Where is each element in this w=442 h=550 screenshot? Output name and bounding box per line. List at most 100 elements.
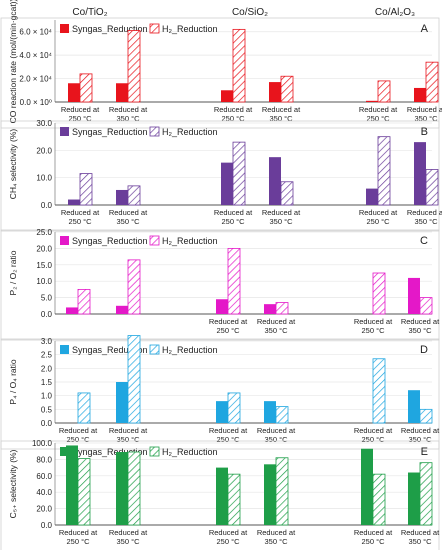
panel-E: 0.0 20.0 40.0 60.0 80.0 100.0 C₅₊ selectivity … bbox=[0, 439, 440, 550]
bar-h2 bbox=[127, 335, 141, 424]
x-tick-label: Reduced at 350 °C bbox=[401, 426, 440, 444]
y-tick-label: 20.0 bbox=[36, 244, 52, 253]
y-tick-label: 100.0 bbox=[32, 439, 53, 448]
legend-swatch-syngas bbox=[60, 127, 69, 136]
y-tick-label: 40.0 bbox=[36, 488, 52, 497]
y-tick-label: 15.0 bbox=[36, 261, 52, 270]
bar-syngas bbox=[216, 401, 228, 423]
bar-h2 bbox=[419, 297, 433, 315]
bar-syngas bbox=[116, 305, 128, 314]
bar-h2 bbox=[127, 259, 141, 315]
x-tick-label: Reduced at 250 °C bbox=[209, 317, 248, 335]
y-tick-label: 1.0 bbox=[41, 392, 53, 401]
y-tick-label: 3.0 bbox=[41, 337, 53, 346]
y-tick-label: 0.0 bbox=[41, 419, 53, 428]
legend-label-h2: H₂_Reduction bbox=[162, 127, 218, 137]
bar-syngas bbox=[408, 277, 420, 314]
bar-syngas bbox=[116, 83, 128, 102]
bar-h2 bbox=[280, 181, 294, 206]
bar-h2 bbox=[227, 473, 241, 526]
panel-letter: C bbox=[420, 235, 428, 247]
legend-label-syngas: Syngas_Reduction bbox=[72, 127, 148, 137]
y-tick-label: 5.0 bbox=[41, 294, 53, 303]
bar-h2 bbox=[127, 30, 141, 103]
legend-swatch-syngas bbox=[60, 345, 69, 354]
bar-syngas bbox=[408, 472, 420, 525]
bar-h2 bbox=[77, 458, 91, 526]
x-tick-label: Reduced at 350 °C bbox=[407, 208, 442, 226]
x-tick-label: Reduced at 250 °C bbox=[59, 426, 98, 444]
y-tick-label: 2.0 bbox=[41, 364, 53, 373]
x-tick-label: Reduced at 250 °C bbox=[359, 208, 398, 226]
bar-h2 bbox=[377, 136, 391, 206]
bar-syngas bbox=[269, 157, 281, 205]
y-tick-label: 30.0 bbox=[36, 119, 52, 128]
x-tick-label: Reduced at 350 °C bbox=[262, 105, 301, 123]
y-tick-label: 0.0 bbox=[41, 201, 53, 210]
x-tick-label: Reduced at 250 °C bbox=[61, 105, 100, 123]
legend-label-h2: H₂_Reduction bbox=[162, 345, 218, 355]
panel-frame bbox=[0, 440, 440, 550]
y-tick-label: 2.5 bbox=[41, 351, 53, 360]
y-axis-label: CH₄ selectivity (%) bbox=[8, 129, 18, 200]
bar-syngas bbox=[264, 401, 276, 423]
legend-swatch-syngas bbox=[60, 447, 69, 456]
bar-h2 bbox=[79, 173, 93, 206]
bar-h2 bbox=[425, 169, 439, 206]
x-tick-label: Reduced at 350 °C bbox=[109, 208, 148, 226]
x-tick-label: Reduced at 250 °C bbox=[214, 105, 253, 123]
group-title-al2o3: Co/Al₂O₃ bbox=[375, 7, 415, 18]
panel-letter: A bbox=[421, 23, 429, 35]
x-tick-label: Reduced at 250 °C bbox=[354, 426, 393, 444]
legend-swatch-h2 bbox=[149, 23, 160, 34]
bar-syngas bbox=[116, 452, 128, 525]
y-tick-label: 0.0 bbox=[41, 521, 53, 530]
legend-label-syngas: Syngas_Reduction bbox=[72, 24, 148, 34]
x-tick-label: Reduced at 250 °C bbox=[209, 426, 248, 444]
bar-h2 bbox=[77, 288, 91, 315]
x-tick-label: Reduced at 350 °C bbox=[109, 105, 148, 123]
y-axis-label: P₂ / O₂ ratio bbox=[8, 250, 18, 295]
bar-h2 bbox=[372, 473, 386, 526]
bar-syngas bbox=[264, 464, 276, 525]
panel-frame bbox=[0, 338, 440, 450]
panel-letter: E bbox=[421, 446, 428, 458]
y-tick-label: 60.0 bbox=[36, 472, 52, 481]
y-tick-label: 10.0 bbox=[36, 174, 52, 183]
bar-h2 bbox=[77, 392, 91, 424]
bar-h2 bbox=[127, 185, 141, 206]
bar-h2 bbox=[79, 73, 93, 103]
bar-h2 bbox=[227, 247, 241, 315]
bar-syngas bbox=[68, 83, 80, 102]
bar-syngas bbox=[221, 162, 233, 205]
bar-h2 bbox=[425, 61, 439, 103]
bar-h2 bbox=[232, 28, 246, 103]
legend-label-syngas: Syngas_Reduction bbox=[72, 447, 148, 457]
x-tick-label: Reduced at 250 °C bbox=[59, 528, 98, 546]
panel-D: 0.0 0.5 1.0 1.5 2.0 2.5 3.0 P₄ / O₄ ratio D Synga… bbox=[0, 335, 440, 450]
x-tick-label: Reduced at 250 °C bbox=[214, 208, 253, 226]
y-tick-label: 0.0 × 10⁰ bbox=[20, 98, 52, 107]
bar-syngas bbox=[264, 304, 276, 314]
legend-swatch-syngas bbox=[60, 24, 69, 33]
bar-syngas bbox=[116, 382, 128, 423]
y-axis-label: CO reaction rate (mol/(min·gcat)) bbox=[8, 0, 18, 123]
x-tick-label: Reduced at 250 °C bbox=[61, 208, 100, 226]
y-tick-label: 0.5 bbox=[41, 405, 53, 414]
legend-label-h2: H₂_Reduction bbox=[162, 24, 218, 34]
panel-frame bbox=[0, 120, 440, 232]
legend-swatch-syngas bbox=[60, 236, 69, 245]
bar-syngas bbox=[221, 90, 233, 102]
y-axis-label: C₅₊ selectivity (%) bbox=[8, 449, 18, 518]
bar-h2 bbox=[227, 392, 241, 424]
x-tick-label: Reduced at 250 °C bbox=[354, 528, 393, 546]
bar-syngas bbox=[366, 100, 378, 102]
bar-syngas bbox=[408, 390, 420, 423]
legend-swatch-h2 bbox=[149, 126, 160, 137]
y-tick-label: 80.0 bbox=[36, 455, 52, 464]
legend-label-h2: H₂_Reduction bbox=[162, 236, 218, 246]
bar-h2 bbox=[377, 80, 391, 103]
panel-frame bbox=[0, 229, 440, 341]
group-title-sio2: Co/SiO₂ bbox=[232, 7, 268, 18]
